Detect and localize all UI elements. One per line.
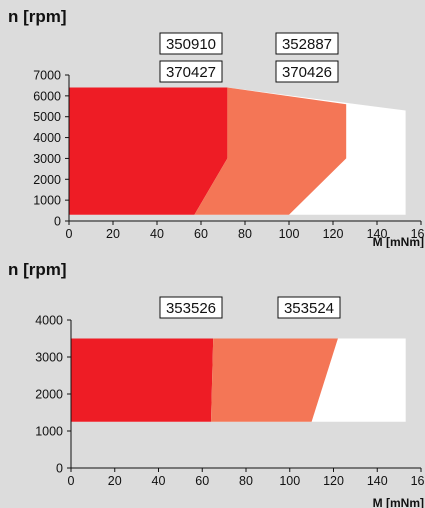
x-tick-label: 140: [367, 227, 388, 241]
x-tick-label: 40: [152, 474, 166, 488]
x-tick-label: 160: [411, 227, 425, 241]
y-tick-label: 4000: [33, 131, 61, 145]
y-tick-label: 0: [54, 215, 61, 229]
x-tick-label: 60: [194, 227, 208, 241]
x-tick-label: 120: [323, 227, 344, 241]
x-tick-label: 120: [323, 474, 344, 488]
x-axis-label: M [mNm]: [373, 235, 424, 248]
part-number-label: 370426: [275, 60, 339, 83]
y-tick-label: 5000: [33, 110, 61, 124]
y-axis-label: n [rpm]: [8, 7, 67, 26]
continuous-operation-region: [69, 87, 228, 215]
x-tick-label: 0: [66, 227, 73, 241]
y-axis-label: n [rpm]: [8, 260, 67, 279]
svg-text:353526: 353526: [166, 300, 216, 317]
y-tick-label: 3000: [35, 351, 63, 365]
short-term-operation-region: [194, 87, 347, 215]
y-tick-label: 1000: [33, 194, 61, 208]
part-number-label: 352887: [275, 32, 339, 55]
part-number-label: 370427: [159, 60, 223, 83]
part-number-label: 350910: [159, 32, 223, 55]
svg-text:370426: 370426: [282, 64, 332, 81]
upper-speed-torque-chart: n [rpm] M [mNm] 350910 352887 370427 370…: [8, 7, 425, 248]
svg-text:370427: 370427: [166, 64, 216, 81]
svg-text:353524: 353524: [284, 300, 334, 317]
short-term-operation-region: [211, 338, 338, 422]
x-tick-label: 20: [108, 474, 122, 488]
part-number-label: 353526: [159, 296, 223, 319]
svg-text:352887: 352887: [282, 36, 332, 53]
x-tick-label: 40: [150, 227, 164, 241]
continuous-operation-region: [71, 338, 214, 422]
x-tick-label: 60: [195, 474, 209, 488]
y-tick-label: 7000: [33, 69, 61, 83]
y-tick-label: 2000: [33, 173, 61, 187]
svg-text:350910: 350910: [166, 36, 216, 53]
y-tick-label: 6000: [33, 89, 61, 103]
y-tick-label: 0: [56, 462, 63, 476]
part-number-label: 353524: [277, 296, 341, 319]
x-tick-label: 160: [411, 474, 425, 488]
x-tick-label: 80: [238, 227, 252, 241]
x-tick-label: 20: [106, 227, 120, 241]
lower-speed-torque-chart: n [rpm] M [mNm] 353526 353524 0 20 40 60 80 1…: [8, 260, 425, 508]
x-tick-label: 80: [239, 474, 253, 488]
y-tick-label: 1000: [35, 425, 63, 439]
x-axis-label: M [mNm]: [373, 496, 424, 508]
x-tick-label: 100: [279, 227, 300, 241]
y-tick-label: 3000: [33, 152, 61, 166]
y-tick-label: 4000: [35, 314, 63, 328]
x-tick-label: 100: [279, 474, 300, 488]
y-tick-label: 2000: [35, 388, 63, 402]
x-tick-label: 0: [68, 474, 75, 488]
x-tick-label: 140: [367, 474, 388, 488]
